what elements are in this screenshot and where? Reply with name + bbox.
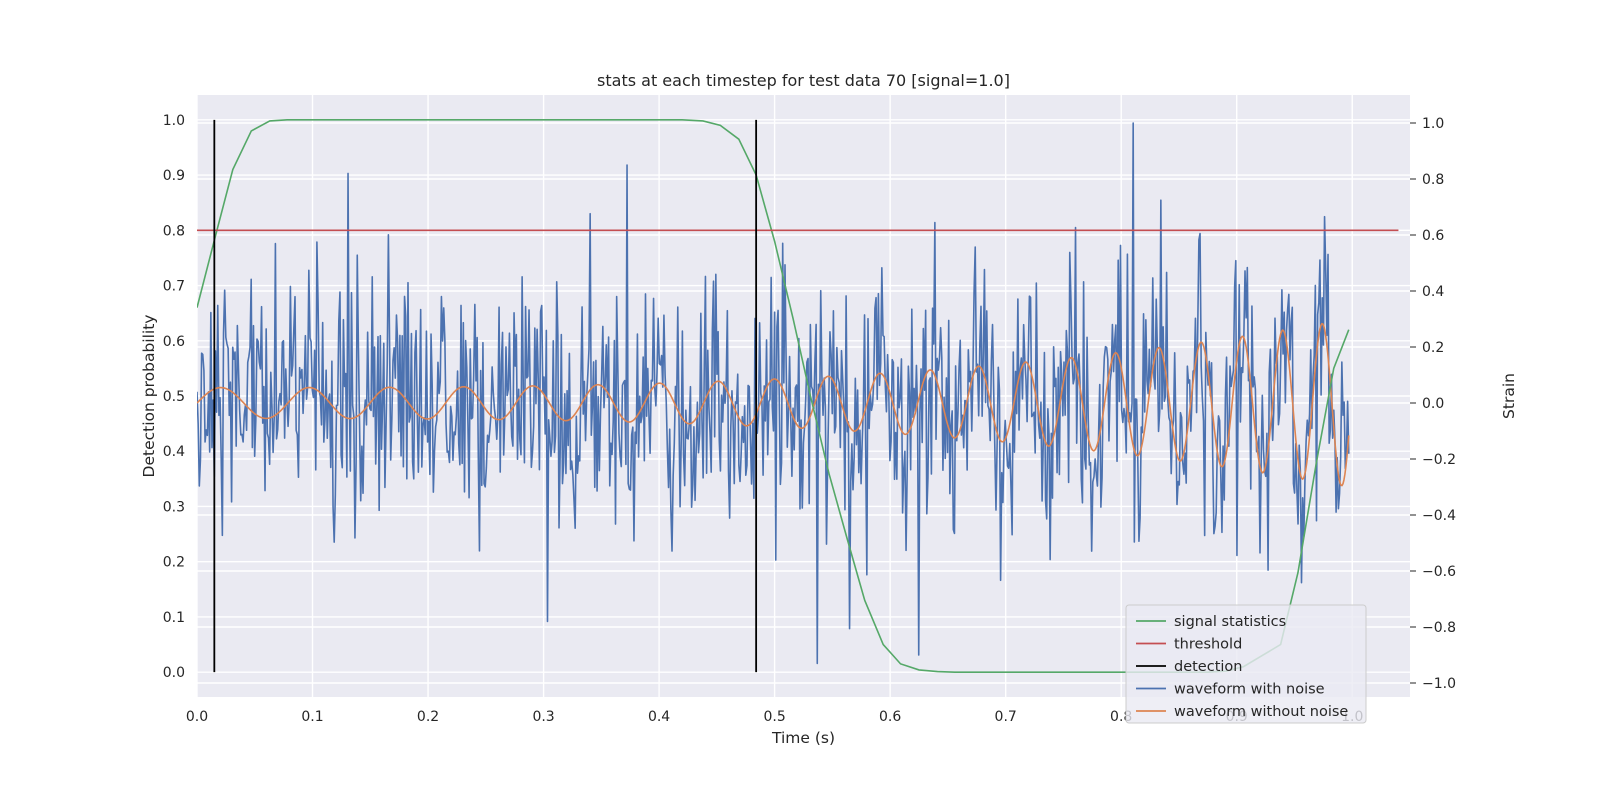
x-tick-label: 0.7 bbox=[995, 709, 1017, 725]
legend-label-noisy: waveform with noise bbox=[1174, 682, 1325, 698]
y-left-tick-label: 0.8 bbox=[163, 223, 185, 239]
legend: signal statistics threshold detection wa… bbox=[1125, 604, 1367, 724]
y-right-tick-label: 0.8 bbox=[1422, 172, 1444, 188]
chart-title: stats at each timestep for test data 70 … bbox=[597, 71, 1010, 90]
x-tick-label: 0.1 bbox=[301, 709, 323, 725]
y-right-tick-label: −0.8 bbox=[1422, 620, 1456, 636]
y-left-tick-label: 0.9 bbox=[163, 168, 185, 184]
y-right-tick-label: −0.6 bbox=[1422, 564, 1456, 580]
y-right-tick-label: 0.6 bbox=[1422, 228, 1444, 244]
legend-label-signal: signal statistics bbox=[1174, 614, 1286, 630]
y-left-tick-label: 0.6 bbox=[163, 334, 185, 350]
legend-label-detection: detection bbox=[1174, 659, 1242, 675]
clean-waveform-line bbox=[197, 322, 1350, 487]
y-left-tick-label: 1.0 bbox=[163, 113, 185, 129]
x-axis-label: Time (s) bbox=[771, 729, 835, 747]
x-tick-label: 0.3 bbox=[532, 709, 554, 725]
y-right-tick-label: 1.0 bbox=[1422, 116, 1444, 132]
x-tick-label: 0.2 bbox=[417, 709, 439, 725]
x-tick-label: 0.0 bbox=[186, 709, 208, 725]
y-right-tick-label: 0.0 bbox=[1422, 396, 1444, 412]
y-left-tick-label: 0.7 bbox=[163, 279, 185, 295]
y-left-tick-label: 0.0 bbox=[163, 665, 185, 681]
x-tick-label: 0.5 bbox=[763, 709, 785, 725]
x-tick-label: 0.4 bbox=[648, 709, 670, 725]
y-right-axis-label: Strain bbox=[1500, 373, 1518, 419]
y-right-tick-label: 0.4 bbox=[1422, 284, 1444, 300]
legend-label-clean: waveform without noise bbox=[1174, 704, 1348, 720]
y-right-tick-label: −1.0 bbox=[1422, 676, 1456, 692]
y-left-tick-label: 0.5 bbox=[163, 389, 185, 405]
x-tick-label: 0.6 bbox=[879, 709, 901, 725]
noisy-waveform-line bbox=[197, 122, 1350, 665]
y-right-tick-label: −0.4 bbox=[1422, 508, 1456, 524]
y-left-tick-label: 0.3 bbox=[163, 499, 185, 515]
y-left-axis-label: Detection probability bbox=[140, 315, 158, 478]
legend-box bbox=[1125, 604, 1367, 724]
legend-label-threshold: threshold bbox=[1174, 637, 1242, 653]
y-right-tick-label: 0.2 bbox=[1422, 340, 1444, 356]
y-left-tick-label: 0.2 bbox=[163, 555, 185, 571]
y-right-tick-label: −0.2 bbox=[1422, 452, 1456, 468]
y-left-tick-label: 0.1 bbox=[163, 610, 185, 626]
y-left-tick-label: 0.4 bbox=[163, 444, 185, 460]
